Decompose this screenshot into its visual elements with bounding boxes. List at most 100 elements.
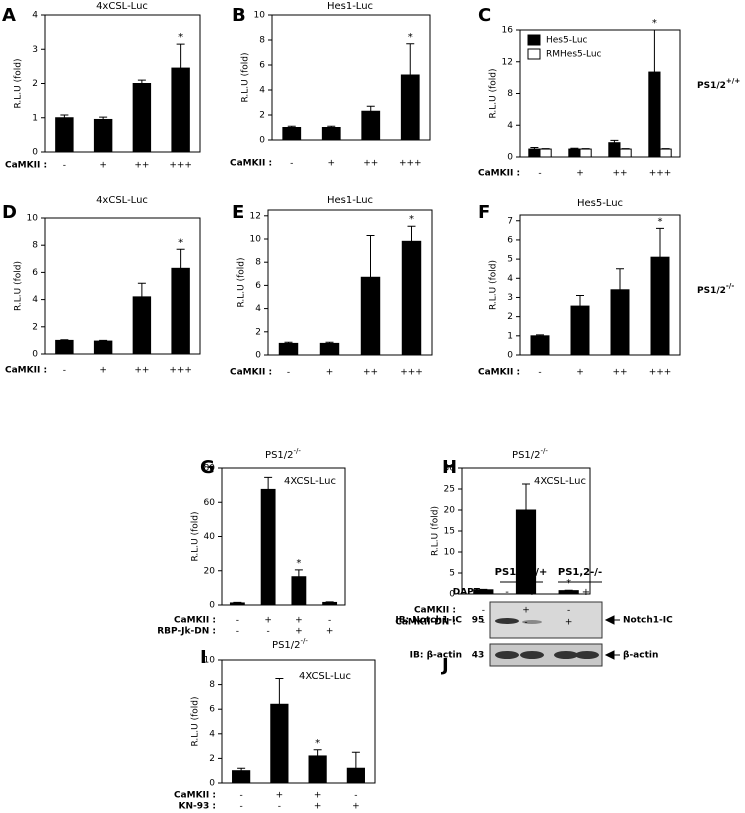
x-tick-label: +++ xyxy=(169,161,192,171)
error-bar xyxy=(233,601,242,603)
y-tick-label: 20 xyxy=(444,506,456,516)
error-bar xyxy=(407,225,416,242)
bar xyxy=(260,488,276,606)
bar xyxy=(608,142,621,158)
panel-letter: A xyxy=(2,5,16,26)
error-bar xyxy=(325,341,334,344)
side-label-sup: -/- xyxy=(726,282,734,290)
y-axis-label: R.L.U (fold) xyxy=(14,58,24,108)
error-bar xyxy=(137,282,146,297)
y-tick-label: 0 xyxy=(259,136,265,146)
x-tick-label: - xyxy=(287,368,290,378)
group-label: PS1,2-/- xyxy=(558,567,602,578)
y-axis-label: R.L.U (fold) xyxy=(14,261,24,311)
blot-image xyxy=(489,643,603,667)
y-axis-label: R.L.U (fold) xyxy=(237,257,247,307)
y-tick-label: 80 xyxy=(204,464,216,474)
x-tick-label: - xyxy=(240,791,243,801)
y-tick-label: 0 xyxy=(507,153,513,163)
chart-title: Hes5-Luc xyxy=(577,198,623,209)
bar xyxy=(473,589,494,595)
y-tick-label: 0 xyxy=(507,351,513,361)
bar xyxy=(360,276,381,356)
row-label: CaMKII : xyxy=(174,791,216,801)
y-tick-label: 4 xyxy=(507,121,513,131)
chart-title: 4xCSL-Luc xyxy=(96,1,148,12)
bar xyxy=(579,148,592,158)
bar xyxy=(270,703,289,784)
title-sup: -/- xyxy=(541,447,549,455)
y-tick-label: 8 xyxy=(209,680,215,690)
y-tick-label: 3 xyxy=(507,293,513,303)
band xyxy=(554,651,578,659)
y-tick-label: 8 xyxy=(255,258,261,268)
target-label: β-actin xyxy=(623,651,658,661)
plot-frame xyxy=(221,659,376,784)
y-tick-label: 10 xyxy=(204,656,216,666)
x-tick-label: - xyxy=(567,606,570,616)
y-tick-label: 0 xyxy=(209,601,215,611)
bar xyxy=(232,770,251,784)
y-tick-label: 6 xyxy=(209,705,215,715)
chart-title: PS1/2-/- xyxy=(272,637,308,651)
y-tick-label: 8 xyxy=(32,241,38,251)
target-label: Notch1-IC xyxy=(623,616,673,626)
legend-swatch xyxy=(527,48,541,60)
y-tick-label: 4 xyxy=(209,729,215,739)
error-bar xyxy=(656,227,664,258)
bar xyxy=(530,335,550,356)
y-tick-label: 2 xyxy=(255,327,261,337)
side-label-sup: +/+ xyxy=(726,77,740,85)
panel-letter: J xyxy=(440,655,449,676)
error-bar xyxy=(325,601,334,603)
panel-letter: B xyxy=(232,5,246,26)
y-tick-label: 3 xyxy=(32,45,38,55)
error-bar xyxy=(610,139,619,143)
side-label-text: PS1/2 xyxy=(697,286,726,296)
band xyxy=(520,651,544,659)
bar xyxy=(308,755,327,784)
band xyxy=(522,620,542,624)
plot-frame xyxy=(519,214,681,356)
y-tick-label: 16 xyxy=(502,26,514,36)
x-tick-label: + xyxy=(99,161,107,171)
y-tick-label: 10 xyxy=(254,11,266,21)
error-bar xyxy=(137,79,146,84)
bar xyxy=(346,767,365,784)
y-tick-label: 0 xyxy=(449,590,455,600)
chart-subtitle: 4XCSL-Luc xyxy=(284,476,336,487)
y-tick-label: 30 xyxy=(444,464,456,474)
x-tick-label: + xyxy=(264,616,272,626)
x-tick-label: +++ xyxy=(649,169,672,179)
plot-frame xyxy=(221,467,346,606)
y-axis-label: R.L.U (fold) xyxy=(191,511,201,561)
chart-title: Hes1-Luc xyxy=(327,195,373,206)
significance-mark: * xyxy=(658,216,663,227)
y-axis-label: R.L.U (fold) xyxy=(191,696,201,746)
title-sup: -/- xyxy=(294,447,302,455)
title-text: Hes5-Luc xyxy=(577,198,623,209)
bar xyxy=(132,83,152,153)
bar xyxy=(400,74,420,141)
bar xyxy=(322,601,338,606)
blot-panel: J PS1,2+/+ PS1,2-/- DAPT: - + - + IB: No… xyxy=(395,567,673,676)
row-label: CaMKII : xyxy=(230,368,272,378)
y-tick-label: 10 xyxy=(444,548,456,558)
error-bar xyxy=(275,677,284,705)
plot-frame xyxy=(271,14,431,141)
bar xyxy=(361,110,381,141)
y-axis-label: R.L.U (fold) xyxy=(489,68,499,118)
title-sup: -/- xyxy=(301,637,309,645)
x-tick-label: - xyxy=(538,368,541,378)
x-tick-label: + xyxy=(314,802,322,812)
significance-mark: * xyxy=(409,214,414,225)
y-tick-label: 8 xyxy=(259,36,265,46)
y-tick-label: 20 xyxy=(204,566,216,576)
error-bar xyxy=(570,147,579,150)
y-tick-label: 4 xyxy=(32,295,38,305)
error-bar xyxy=(176,248,185,269)
error-bar xyxy=(576,295,584,307)
row-label: CaMKII : xyxy=(174,616,216,626)
error-bar xyxy=(176,43,185,69)
x-tick-label: + xyxy=(276,791,284,801)
